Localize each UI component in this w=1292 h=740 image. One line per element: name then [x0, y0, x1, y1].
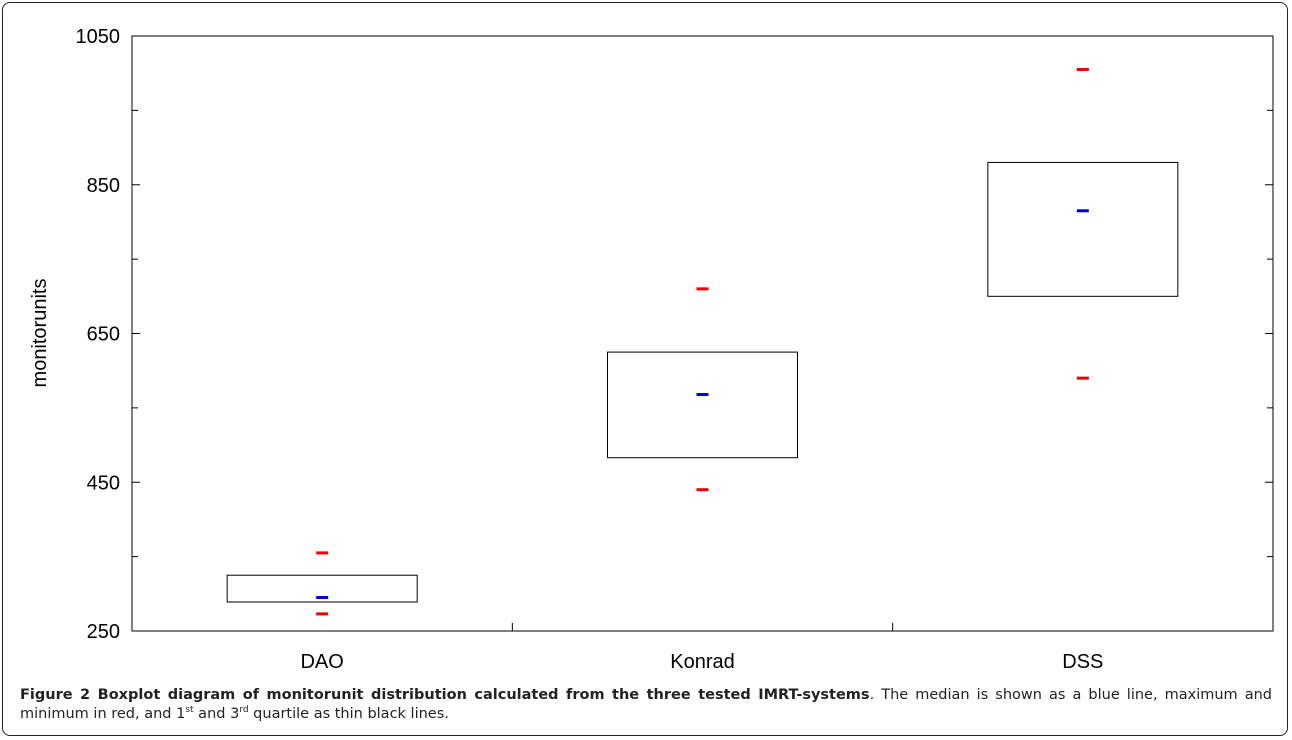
caption-label: Figure 2 [20, 687, 91, 703]
caption-text-3: quartile as thin black lines. [248, 706, 449, 722]
figure-caption: Figure 2 Boxplot diagram of monitorunit … [20, 686, 1272, 724]
box-dao [226, 574, 418, 603]
caption-sup-2: rd [239, 705, 249, 716]
x-axis-ticks: DAO Konrad DSS [300, 623, 1103, 673]
x-tick-label-konrad: Konrad [670, 651, 735, 673]
y-axis-label: monitorunits [29, 279, 51, 388]
y-tick-label-4: 1050 [76, 26, 121, 48]
x-tick-label-dao: DAO [300, 651, 343, 673]
x-tick-label-dss: DSS [1062, 651, 1103, 673]
caption-text-2: and 3 [193, 706, 240, 722]
y-tick-label-2: 650 [87, 324, 120, 346]
box-konrad [607, 351, 798, 459]
boxes-layer [226, 67, 1179, 616]
y-tick-label-3: 850 [87, 175, 120, 197]
y-axis-ticks: 250 450 650 850 1050 [76, 26, 1273, 643]
y-tick-label-0: 250 [87, 621, 120, 643]
box-dss [987, 161, 1179, 297]
caption-title: Boxplot diagram of monitorunit distribut… [97, 687, 870, 703]
plot-area [131, 35, 1274, 632]
caption-sup-1: st [185, 705, 194, 716]
y-tick-label-1: 450 [87, 472, 120, 494]
caption-text-1: . The median is shown as a blue line, ma… [20, 687, 1272, 722]
boxplot-chart: 250 450 650 850 1050 DAO Konrad DSS monitoruni… [29, 26, 1274, 673]
